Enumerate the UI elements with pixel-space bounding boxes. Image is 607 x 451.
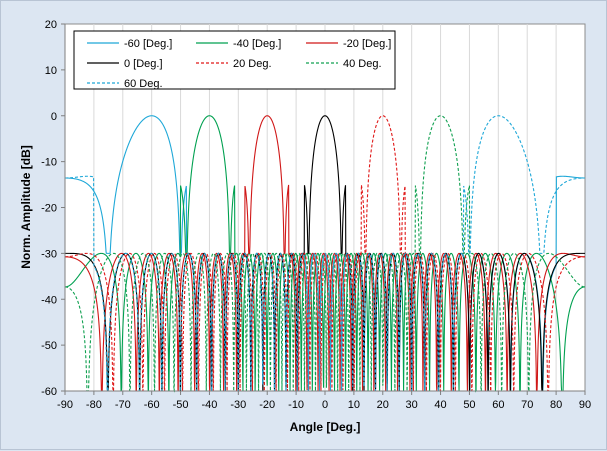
series-line — [65, 115, 586, 393]
legend-label: 20 Deg. — [233, 58, 272, 70]
y-tick-label: -50 — [41, 340, 57, 352]
x-tick-label: 20 — [377, 399, 389, 411]
x-tick-label: -90 — [57, 399, 73, 411]
x-tick-label: 90 — [579, 399, 591, 411]
legend-label: -40 [Deg.] — [233, 38, 281, 50]
series-line — [65, 115, 585, 392]
x-tick-label: 10 — [348, 399, 360, 411]
axes: -90 -80 -70 -60 -50 -40 -30 -20 -10 0 10 20 30 40 50 60… — [41, 19, 591, 411]
y-tick-label: -10 — [41, 157, 57, 169]
x-tick-label: -40 — [201, 399, 217, 411]
series-layer — [64, 115, 586, 393]
legend-label: -20 [Deg.] — [343, 38, 391, 50]
legend-label: -60 [Deg.] — [124, 38, 172, 50]
legend: -60 [Deg.] -40 [Deg.] -20 [Deg.] 0 [Deg.] 20… — [73, 30, 396, 90]
legend-label: 60 Deg. — [124, 78, 163, 90]
series-line — [65, 115, 585, 392]
x-tick-label: -60 — [144, 399, 160, 411]
x-tick-label: 80 — [550, 399, 562, 411]
x-tick-label: -80 — [86, 399, 102, 411]
y-tick-label: 0 — [51, 111, 57, 123]
x-tick-label: -30 — [230, 399, 246, 411]
legend-label: 40 Deg. — [343, 58, 382, 70]
y-tick-label: -60 — [41, 386, 57, 398]
x-tick-label: -10 — [288, 399, 304, 411]
y-tick-label: 10 — [45, 65, 57, 77]
legend-box — [73, 30, 396, 90]
x-tick-label: 0 — [322, 399, 328, 411]
legend-label: 0 [Deg.] — [124, 58, 163, 70]
x-tick-label: 70 — [521, 399, 533, 411]
x-tick-label: -20 — [259, 399, 275, 411]
x-axis-title: Angle [Deg.] — [290, 420, 361, 434]
y-tick-label: -40 — [41, 294, 57, 306]
y-tick-label: -20 — [41, 203, 57, 215]
x-tick-label: 50 — [463, 399, 475, 411]
y-tick-label: 20 — [45, 19, 57, 31]
x-tick-label: -70 — [115, 399, 131, 411]
x-tick-label: 40 — [434, 399, 446, 411]
y-tick-label: -30 — [41, 248, 57, 260]
x-tick-label: -50 — [173, 399, 189, 411]
x-tick-label: 30 — [406, 399, 418, 411]
x-tick-label: 60 — [492, 399, 504, 411]
y-axis-title: Norm. Amplitude [dB] — [19, 145, 33, 269]
